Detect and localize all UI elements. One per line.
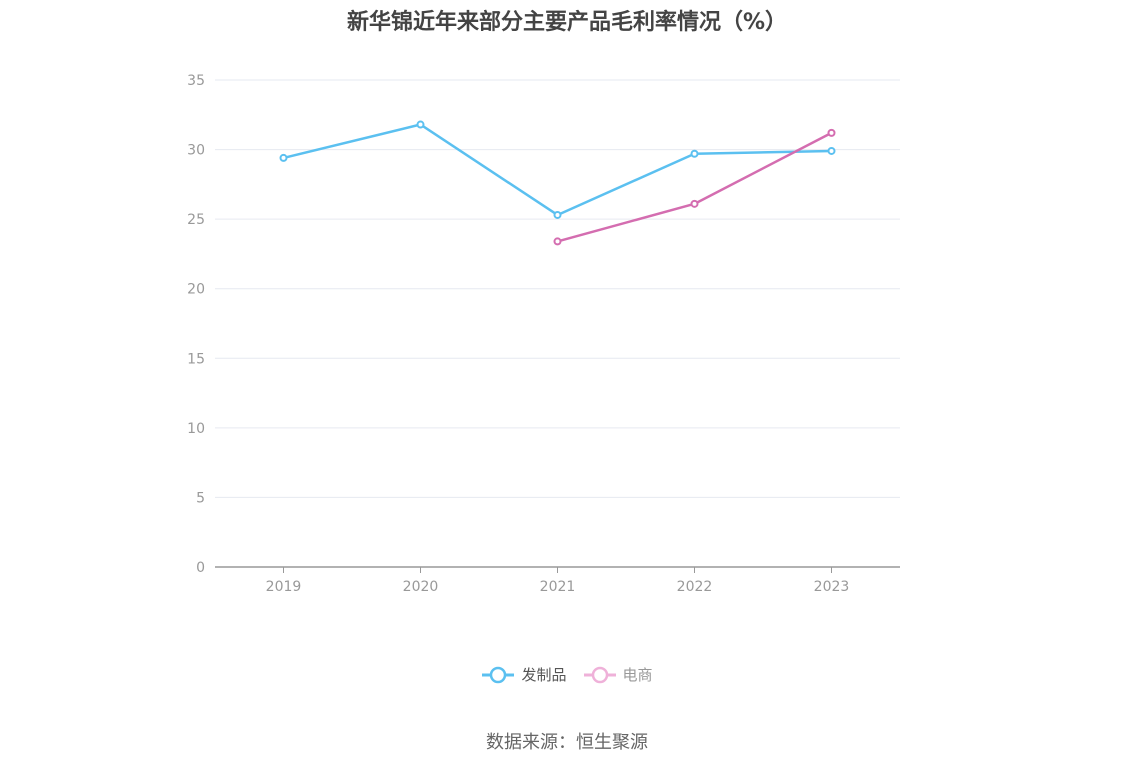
series-line xyxy=(283,123,832,217)
y-tick-label: 20 xyxy=(187,282,205,298)
legend-label: 电商 xyxy=(622,666,653,684)
x-tick-label: 2020 xyxy=(403,579,439,595)
y-tick-label: 25 xyxy=(187,212,205,228)
y-tick-label: 35 xyxy=(187,73,205,89)
x-tick-label: 2019 xyxy=(266,579,302,595)
y-tick-label: 5 xyxy=(196,490,205,506)
y-tick-label: 15 xyxy=(187,351,205,367)
data-point[interactable] xyxy=(827,128,836,137)
data-point[interactable] xyxy=(553,237,562,246)
grid-lines xyxy=(215,79,900,498)
x-tick-label: 2022 xyxy=(677,579,713,595)
data-point[interactable] xyxy=(416,120,425,129)
legend-item-dianshang[interactable]: 电商 xyxy=(583,664,653,685)
series-lines xyxy=(279,120,836,246)
data-point[interactable] xyxy=(690,199,699,208)
y-axis-ticks: 0 5 10 15 20 25 30 35 xyxy=(187,73,205,576)
x-tick-label: 2021 xyxy=(540,579,576,595)
x-axis-ticks: 2019 2020 2021 2022 2023 xyxy=(266,567,850,595)
y-tick-label: 0 xyxy=(196,560,205,576)
source-note: 数据来源：恒生聚源 xyxy=(486,732,648,753)
series-0 xyxy=(279,120,836,219)
legend-marker-icon xyxy=(482,666,515,683)
data-point[interactable] xyxy=(690,149,699,158)
y-tick-label: 30 xyxy=(187,143,205,159)
data-point[interactable] xyxy=(279,153,288,162)
legend-marker-icon xyxy=(583,666,616,683)
legend-item-fazhipin[interactable]: 发制品 xyxy=(481,664,567,685)
data-point[interactable] xyxy=(553,210,562,219)
data-point[interactable] xyxy=(827,146,836,155)
series-1 xyxy=(553,128,836,246)
y-tick-label: 10 xyxy=(187,421,205,437)
x-tick-label: 2023 xyxy=(814,579,850,595)
legend: 发制品 电商 xyxy=(0,664,1134,685)
legend-label: 发制品 xyxy=(521,666,567,684)
chart-title: 新华锦近年来部分主要产品毛利率情况（%） xyxy=(346,10,788,35)
